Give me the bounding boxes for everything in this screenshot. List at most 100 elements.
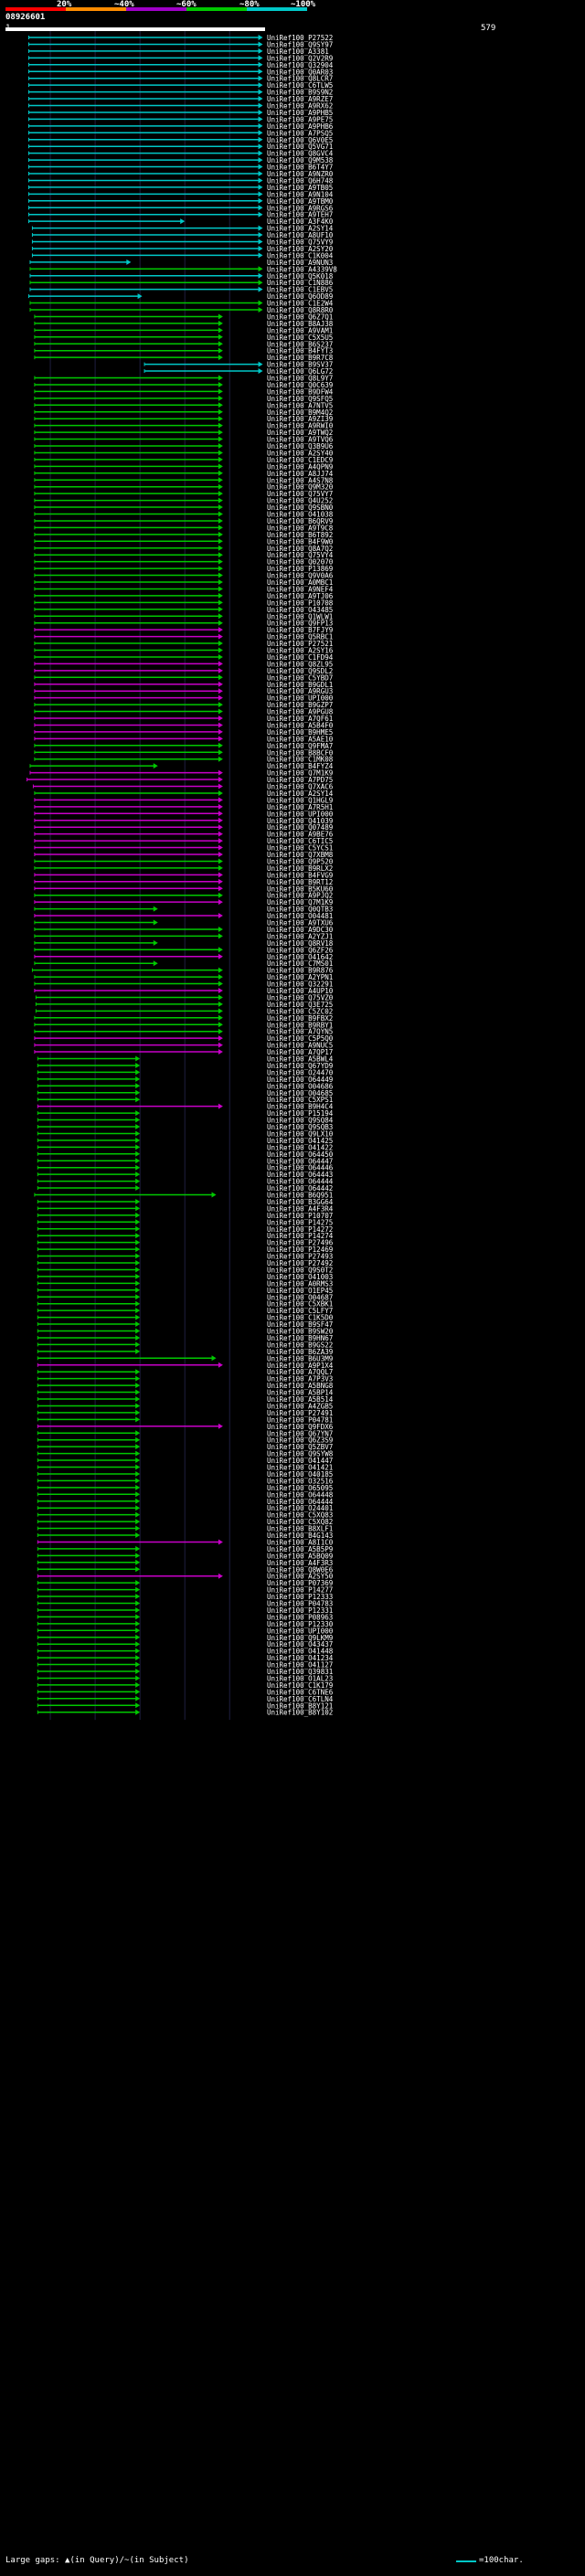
hit-label: UniRef100_Q1HGL9 (267, 796, 333, 804)
hit-arrowhead (135, 1130, 141, 1137)
hit-arrowhead (135, 1416, 141, 1423)
hit-label: UniRef100_Q7M1K9 (267, 898, 333, 906)
hit-arrowhead (135, 1225, 141, 1232)
hit-label: UniRef100_C5ZC02 (267, 1007, 333, 1015)
hit-label: UniRef100_A2SY14 (267, 225, 334, 233)
hit-label: UniRef100_A8JJ74 (267, 470, 334, 478)
hit-label: UniRef100_Q6H748 (267, 176, 334, 185)
hit-arrowhead (218, 579, 223, 585)
hit-label: UniRef100_B6QRV9 (267, 517, 333, 525)
hit-label: UniRef100_A9PGU8 (267, 708, 334, 716)
hit-label: UniRef100_O65095 (267, 1484, 333, 1492)
legend-label-100: ~100% (291, 0, 316, 9)
hit-arrowhead (218, 838, 223, 844)
hit-label: UniRef100_A9RGS6 (267, 204, 334, 212)
hit-label: UniRef100_A3F4K0 (267, 217, 334, 226)
hit-label: UniRef100_A7QQL7 (267, 1368, 333, 1376)
hit-label: UniRef100_P27491 (267, 1409, 333, 1417)
hit-arrowhead (135, 1409, 141, 1415)
hit-label: UniRef100_O24470 (267, 1068, 334, 1076)
hit-label: UniRef100_Q9FP13 (267, 620, 333, 628)
hit-label: UniRef100_Q41039 (267, 817, 333, 825)
hit-label: UniRef100_A4F3R3 (267, 1559, 333, 1567)
hit-arrowhead (218, 1539, 223, 1545)
hit-arrowhead (258, 286, 263, 292)
hit-arrowhead (218, 375, 223, 381)
gap-legend-text: Large gaps: ▲(in Query)/~(in Subject) (5, 2556, 189, 2565)
hit-arrowhead (135, 1525, 141, 1532)
hit-label: UniRef100_C5XQ83 (267, 1511, 333, 1520)
scale-label: =100char. (479, 2556, 524, 2565)
hit-label: UniRef100_O64444 (267, 1498, 334, 1506)
hit-arrowhead (135, 1634, 141, 1640)
hit-label: UniRef100_A9T9C8 (267, 524, 334, 532)
hit-label: UniRef100_A2SY50 (267, 1573, 334, 1581)
hit-arrowhead (135, 1083, 141, 1089)
hit-label: UniRef100_A7P3V3 (267, 1375, 333, 1383)
hit-label: UniRef100_Q0AR03 (267, 68, 333, 76)
hit-arrowhead (258, 191, 263, 197)
hit-arrowhead (258, 300, 263, 306)
hit-label: UniRef100_P14275 (267, 1218, 333, 1226)
hit-label: UniRef100_Q07489 (267, 823, 333, 832)
hit-arrowhead (218, 777, 223, 783)
hit-label: UniRef100_A7QYN5 (267, 1028, 333, 1036)
hit-arrowhead (258, 205, 263, 211)
hit-label: UniRef100_B9HME5 (267, 728, 333, 737)
hit-arrowhead (218, 504, 223, 511)
hit-label: UniRef100_Q9SY97 (267, 40, 333, 48)
hit-label: UniRef100_A9NZR0 (267, 170, 334, 178)
hit-arrowhead (218, 728, 223, 735)
hit-arrowhead (258, 55, 263, 61)
hit-label: UniRef100_Q3E725 (267, 1001, 333, 1009)
hit-arrowhead (218, 313, 223, 320)
hit-label: UniRef100_A5BWL4 (267, 1055, 334, 1064)
hit-label: UniRef100_Q7XAC6 (267, 783, 334, 791)
hit-label: UniRef100_A4QPN9 (267, 462, 333, 471)
hit-label: UniRef100_A4UP10 (267, 987, 334, 995)
hit-arrowhead (135, 1212, 141, 1218)
hit-arrowhead (218, 783, 223, 790)
hit-label: UniRef100_B4FYT3 (267, 347, 333, 355)
hit-label: UniRef100_B5KU60 (267, 885, 334, 893)
hit-arrowhead (135, 1606, 141, 1613)
hit-arrowhead (218, 450, 223, 456)
hit-label: UniRef100_A9RGU3 (267, 687, 333, 695)
hit-arrowhead (135, 1375, 141, 1382)
hit-arrowhead (135, 1430, 141, 1436)
hit-arrowhead (218, 545, 223, 551)
hit-label: UniRef100_Q9FMA7 (267, 742, 333, 750)
hit-label: UniRef100_UPI000 (267, 810, 334, 818)
hit-arrowhead (218, 627, 223, 633)
hit-label: UniRef100_Q9SQ84 (267, 1117, 334, 1125)
hit-arrowhead (218, 422, 223, 429)
hit-label: UniRef100_Q9M538 (267, 156, 334, 164)
hit-arrowhead (135, 1580, 141, 1586)
hit-label: UniRef100_Q8LCR7 (267, 75, 333, 83)
hit-arrowhead (218, 872, 223, 878)
hit-label: UniRef100_A5AE10 (267, 735, 334, 743)
hit-arrowhead (218, 327, 223, 334)
hit-label: UniRef100_A9PHB6 (267, 122, 334, 131)
hit-label: UniRef100_Q2V2R9 (267, 54, 333, 62)
hit-arrowhead (218, 443, 223, 449)
hit-label: UniRef100_C6TLW5 (267, 81, 333, 90)
hit-arrowhead (258, 266, 263, 272)
hit-arrowhead (218, 511, 223, 517)
hit-label: UniRef100_A5B514 (267, 1395, 334, 1404)
hit-label: UniRef100_B6S237 (267, 340, 333, 348)
hit-arrowhead (135, 1655, 141, 1661)
hit-label: UniRef100_B9RT12 (267, 878, 333, 886)
hit-arrowhead (218, 586, 223, 592)
hit-arrowhead (135, 1511, 141, 1518)
hit-arrowhead (153, 919, 158, 926)
hit-arrowhead (218, 1362, 223, 1368)
hit-arrowhead (135, 1097, 141, 1103)
hit-label: UniRef100_P27493 (267, 1253, 333, 1261)
hit-arrowhead (218, 599, 223, 606)
hit-arrowhead (135, 1586, 141, 1593)
hit-label: UniRef100_Q8L9Y7 (267, 375, 333, 383)
hit-label: UniRef100_C5XBK1 (267, 1300, 333, 1309)
hit-label: UniRef100_C6TIC5 (267, 837, 333, 845)
